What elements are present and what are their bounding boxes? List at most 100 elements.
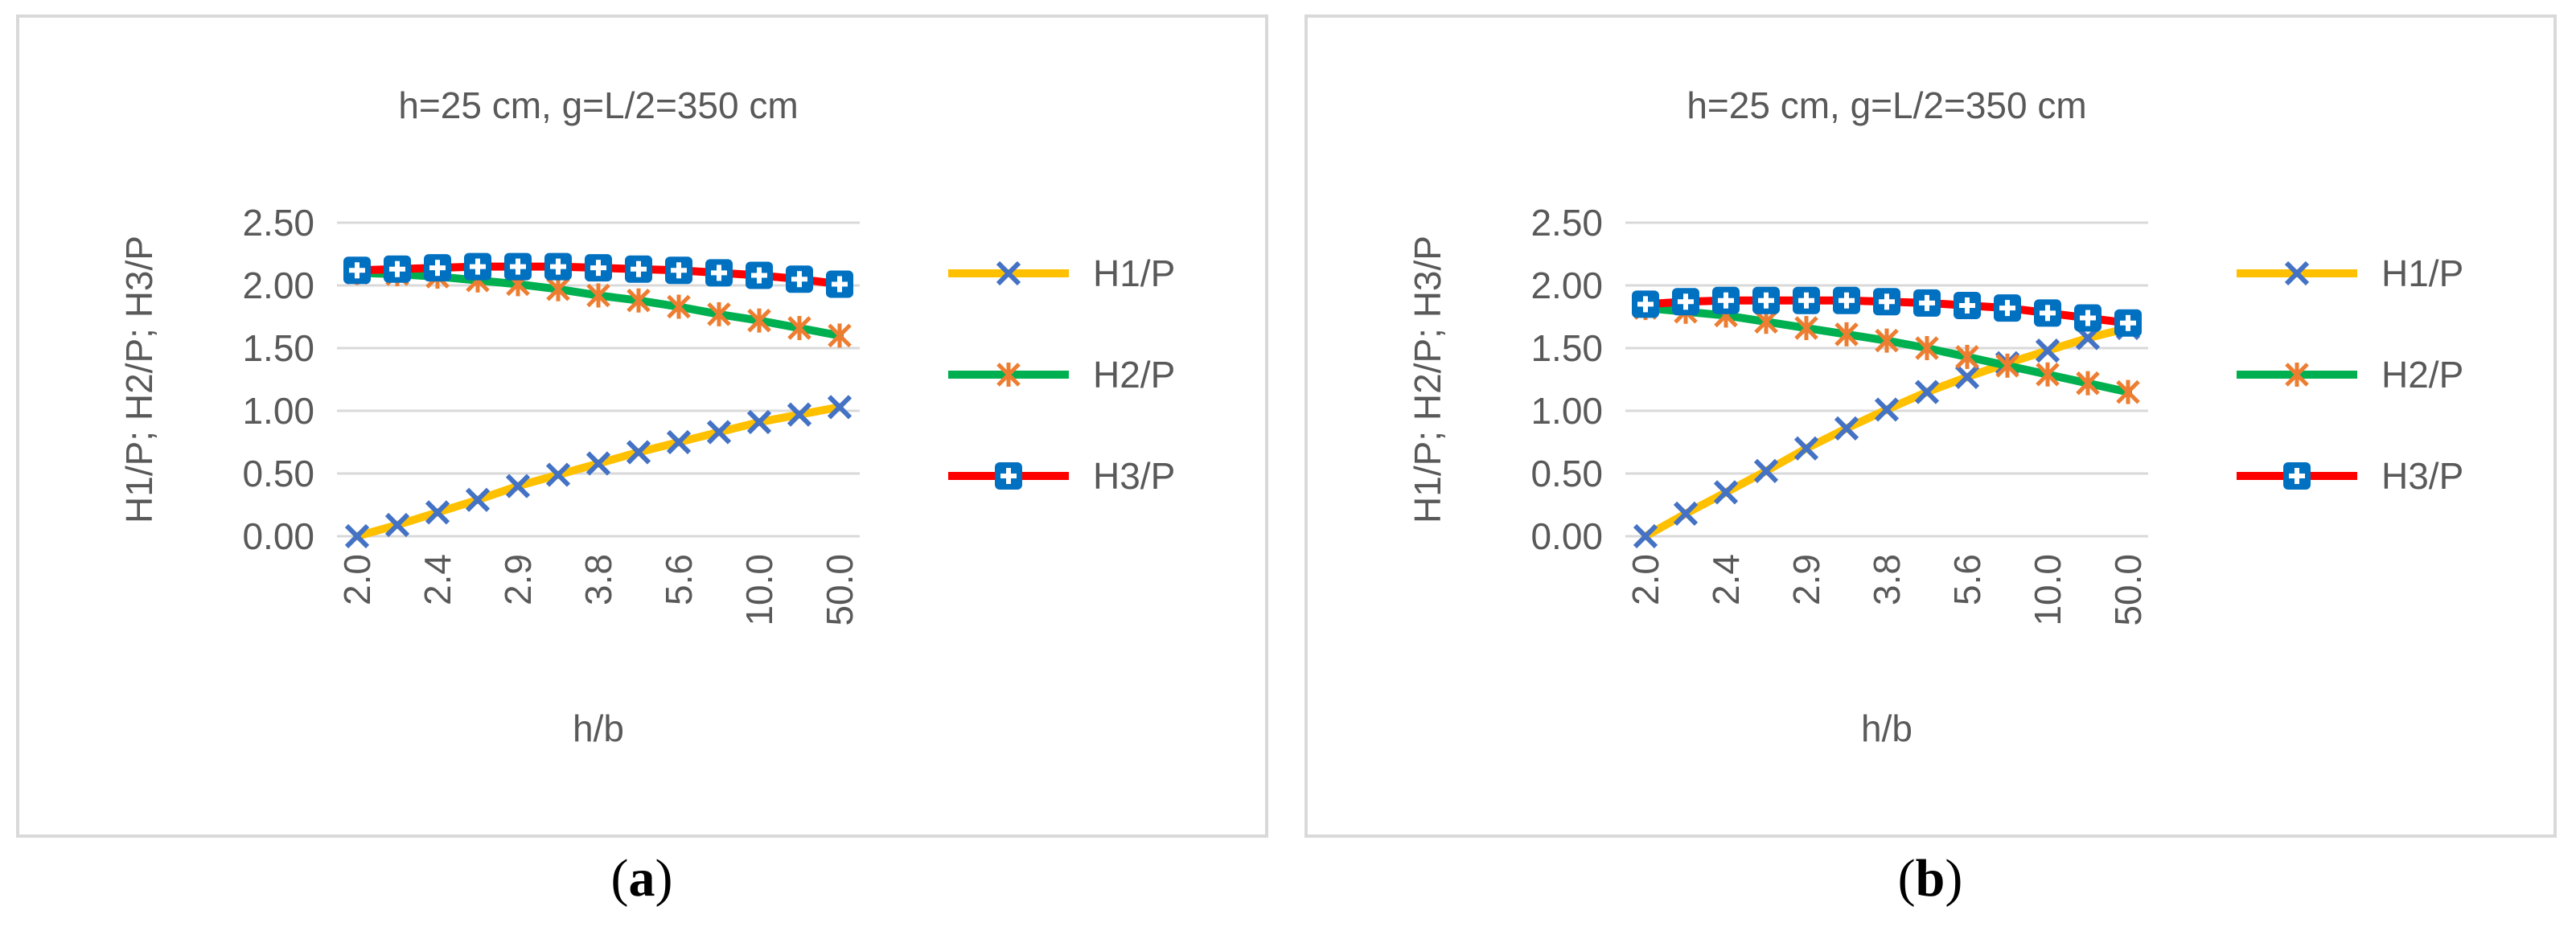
data-point-h1p bbox=[1914, 379, 1940, 404]
data-point-h1p bbox=[1633, 523, 1658, 549]
data-point-h2p bbox=[1794, 316, 1818, 341]
data-point-h2p bbox=[707, 301, 731, 326]
data-point-h3p bbox=[504, 252, 532, 281]
data-point-h1p bbox=[1713, 480, 1739, 505]
data-point-h2p bbox=[2076, 371, 2100, 396]
data-point-h2p bbox=[828, 323, 852, 348]
x-tick-label: 3.8 bbox=[1866, 554, 1908, 605]
legend-item: H1/P bbox=[2237, 252, 2463, 294]
data-point-h1p bbox=[344, 523, 370, 549]
legend-item: H1/P bbox=[948, 252, 1175, 294]
data-point-h2p bbox=[1955, 344, 1979, 369]
legend-swatch-marker bbox=[996, 260, 1021, 286]
y-tick-label: 2.00 bbox=[1530, 265, 1603, 306]
y-tick-label: 1.50 bbox=[1530, 327, 1603, 369]
legend-swatch-marker bbox=[2283, 462, 2311, 490]
data-point-h3p bbox=[625, 255, 652, 283]
data-point-h3p bbox=[1873, 288, 1900, 316]
data-point-h1p bbox=[666, 429, 692, 455]
legend-item: H3/P bbox=[2237, 455, 2463, 497]
chart-title: h=25 cm, g=L/2=350 cm bbox=[398, 84, 798, 126]
data-point-h2p bbox=[2036, 362, 2060, 387]
x-tick-label: 2.0 bbox=[336, 554, 378, 605]
data-point-h3p bbox=[544, 252, 572, 281]
data-point-h3p bbox=[1833, 286, 1860, 314]
data-point-h3p bbox=[665, 256, 692, 285]
data-point-h2p bbox=[1875, 328, 1899, 353]
y-tick-label: 0.00 bbox=[1530, 515, 1603, 557]
y-tick-label: 1.00 bbox=[242, 390, 314, 432]
data-point-h2p bbox=[627, 288, 651, 313]
data-point-h2p bbox=[586, 283, 610, 308]
x-tick-label: 50.0 bbox=[819, 554, 861, 626]
x-tick-label: 2.4 bbox=[417, 554, 458, 605]
data-point-h3p bbox=[1954, 291, 1981, 319]
data-point-h3p bbox=[746, 261, 773, 289]
caption-b: (b) bbox=[1897, 849, 1963, 908]
legend-label: H3/P bbox=[1093, 455, 1175, 497]
data-point-h1p bbox=[384, 512, 410, 538]
data-point-h3p bbox=[1994, 294, 2021, 322]
caption-b-letter: b bbox=[1915, 849, 1945, 908]
data-point-h3p bbox=[705, 259, 733, 287]
data-point-h2p bbox=[1995, 353, 2019, 378]
legend-swatch-marker bbox=[996, 363, 1021, 387]
data-point-h2p bbox=[787, 316, 811, 341]
x-tick-label: 2.4 bbox=[1705, 554, 1747, 605]
y-tick-label: 1.00 bbox=[1530, 390, 1603, 432]
data-point-h1p bbox=[585, 451, 611, 476]
y-tick-label: 0.00 bbox=[242, 515, 314, 557]
data-point-h3p bbox=[826, 270, 853, 298]
data-point-h3p bbox=[2074, 304, 2101, 332]
y-tick-label: 0.50 bbox=[242, 453, 314, 494]
legend-swatch-marker bbox=[2284, 260, 2310, 286]
y-tick-label: 2.50 bbox=[1530, 202, 1603, 244]
data-point-h1p bbox=[505, 474, 531, 498]
x-axis-title: h/b bbox=[1861, 707, 1912, 749]
legend-label: H1/P bbox=[1093, 252, 1175, 294]
data-point-h3p bbox=[585, 254, 612, 282]
x-tick-label: 10.0 bbox=[738, 554, 780, 626]
x-tick-label: 50.0 bbox=[2107, 554, 2149, 626]
legend-label: H3/P bbox=[2381, 455, 2463, 497]
data-point-h2p bbox=[747, 308, 771, 333]
chart-title: h=25 cm, g=L/2=350 cm bbox=[1687, 84, 2086, 126]
data-point-h3p bbox=[1793, 286, 1820, 314]
legend-swatch-marker bbox=[995, 462, 1022, 490]
y-tick-label: 2.00 bbox=[242, 265, 314, 306]
data-point-h3p bbox=[464, 252, 491, 281]
data-point-h3p bbox=[1913, 289, 1941, 317]
y-axis-title: H1/P; H2/P; H3/P bbox=[118, 236, 160, 523]
y-axis-title: H1/P; H2/P; H3/P bbox=[1407, 236, 1448, 523]
data-point-h1p bbox=[706, 420, 732, 445]
chart-a-svg: h=25 cm, g=L/2=350 cm 0.00 0.50 1.00 1.50 2.0… bbox=[118, 84, 1175, 749]
data-point-h3p bbox=[1632, 290, 1659, 318]
x-tick-label: 2.9 bbox=[1785, 554, 1827, 605]
data-point-h1p bbox=[626, 440, 651, 465]
data-point-h2p bbox=[546, 277, 570, 301]
y-tick-label: 0.50 bbox=[1530, 453, 1603, 494]
data-point-h1p bbox=[465, 487, 491, 512]
x-axis-title: h/b bbox=[573, 707, 624, 749]
legend-item: H2/P bbox=[948, 354, 1175, 396]
legend-label: H1/P bbox=[2381, 252, 2463, 294]
data-point-h1p bbox=[425, 500, 450, 525]
data-point-h3p bbox=[1752, 286, 1780, 314]
legend-item: H2/P bbox=[2237, 354, 2463, 396]
series-line-h1p bbox=[353, 403, 844, 540]
data-point-h1p bbox=[545, 462, 571, 487]
caption-a-letter: a bbox=[628, 849, 655, 908]
legend-swatch-marker bbox=[2285, 363, 2309, 387]
x-tick-label: 10.0 bbox=[2027, 554, 2069, 626]
data-point-h2p bbox=[2116, 379, 2140, 404]
chart-panel-b: h=25 cm, g=L/2=350 cm 0.00 0.50 1.00 1.50 2.0… bbox=[1304, 14, 2557, 838]
data-point-h2p bbox=[667, 294, 691, 319]
y-tick-label: 2.50 bbox=[242, 202, 314, 244]
data-point-h2p bbox=[1834, 322, 1859, 347]
data-point-h1p bbox=[1753, 458, 1779, 484]
data-point-h3p bbox=[786, 265, 813, 293]
data-point-h1p bbox=[2035, 338, 2060, 363]
data-point-h1p bbox=[1834, 416, 1859, 441]
caption-a: (a) bbox=[610, 849, 673, 908]
chart-b-svg: h=25 cm, g=L/2=350 cm 0.00 0.50 1.00 1.50 2.0… bbox=[1407, 84, 2463, 749]
